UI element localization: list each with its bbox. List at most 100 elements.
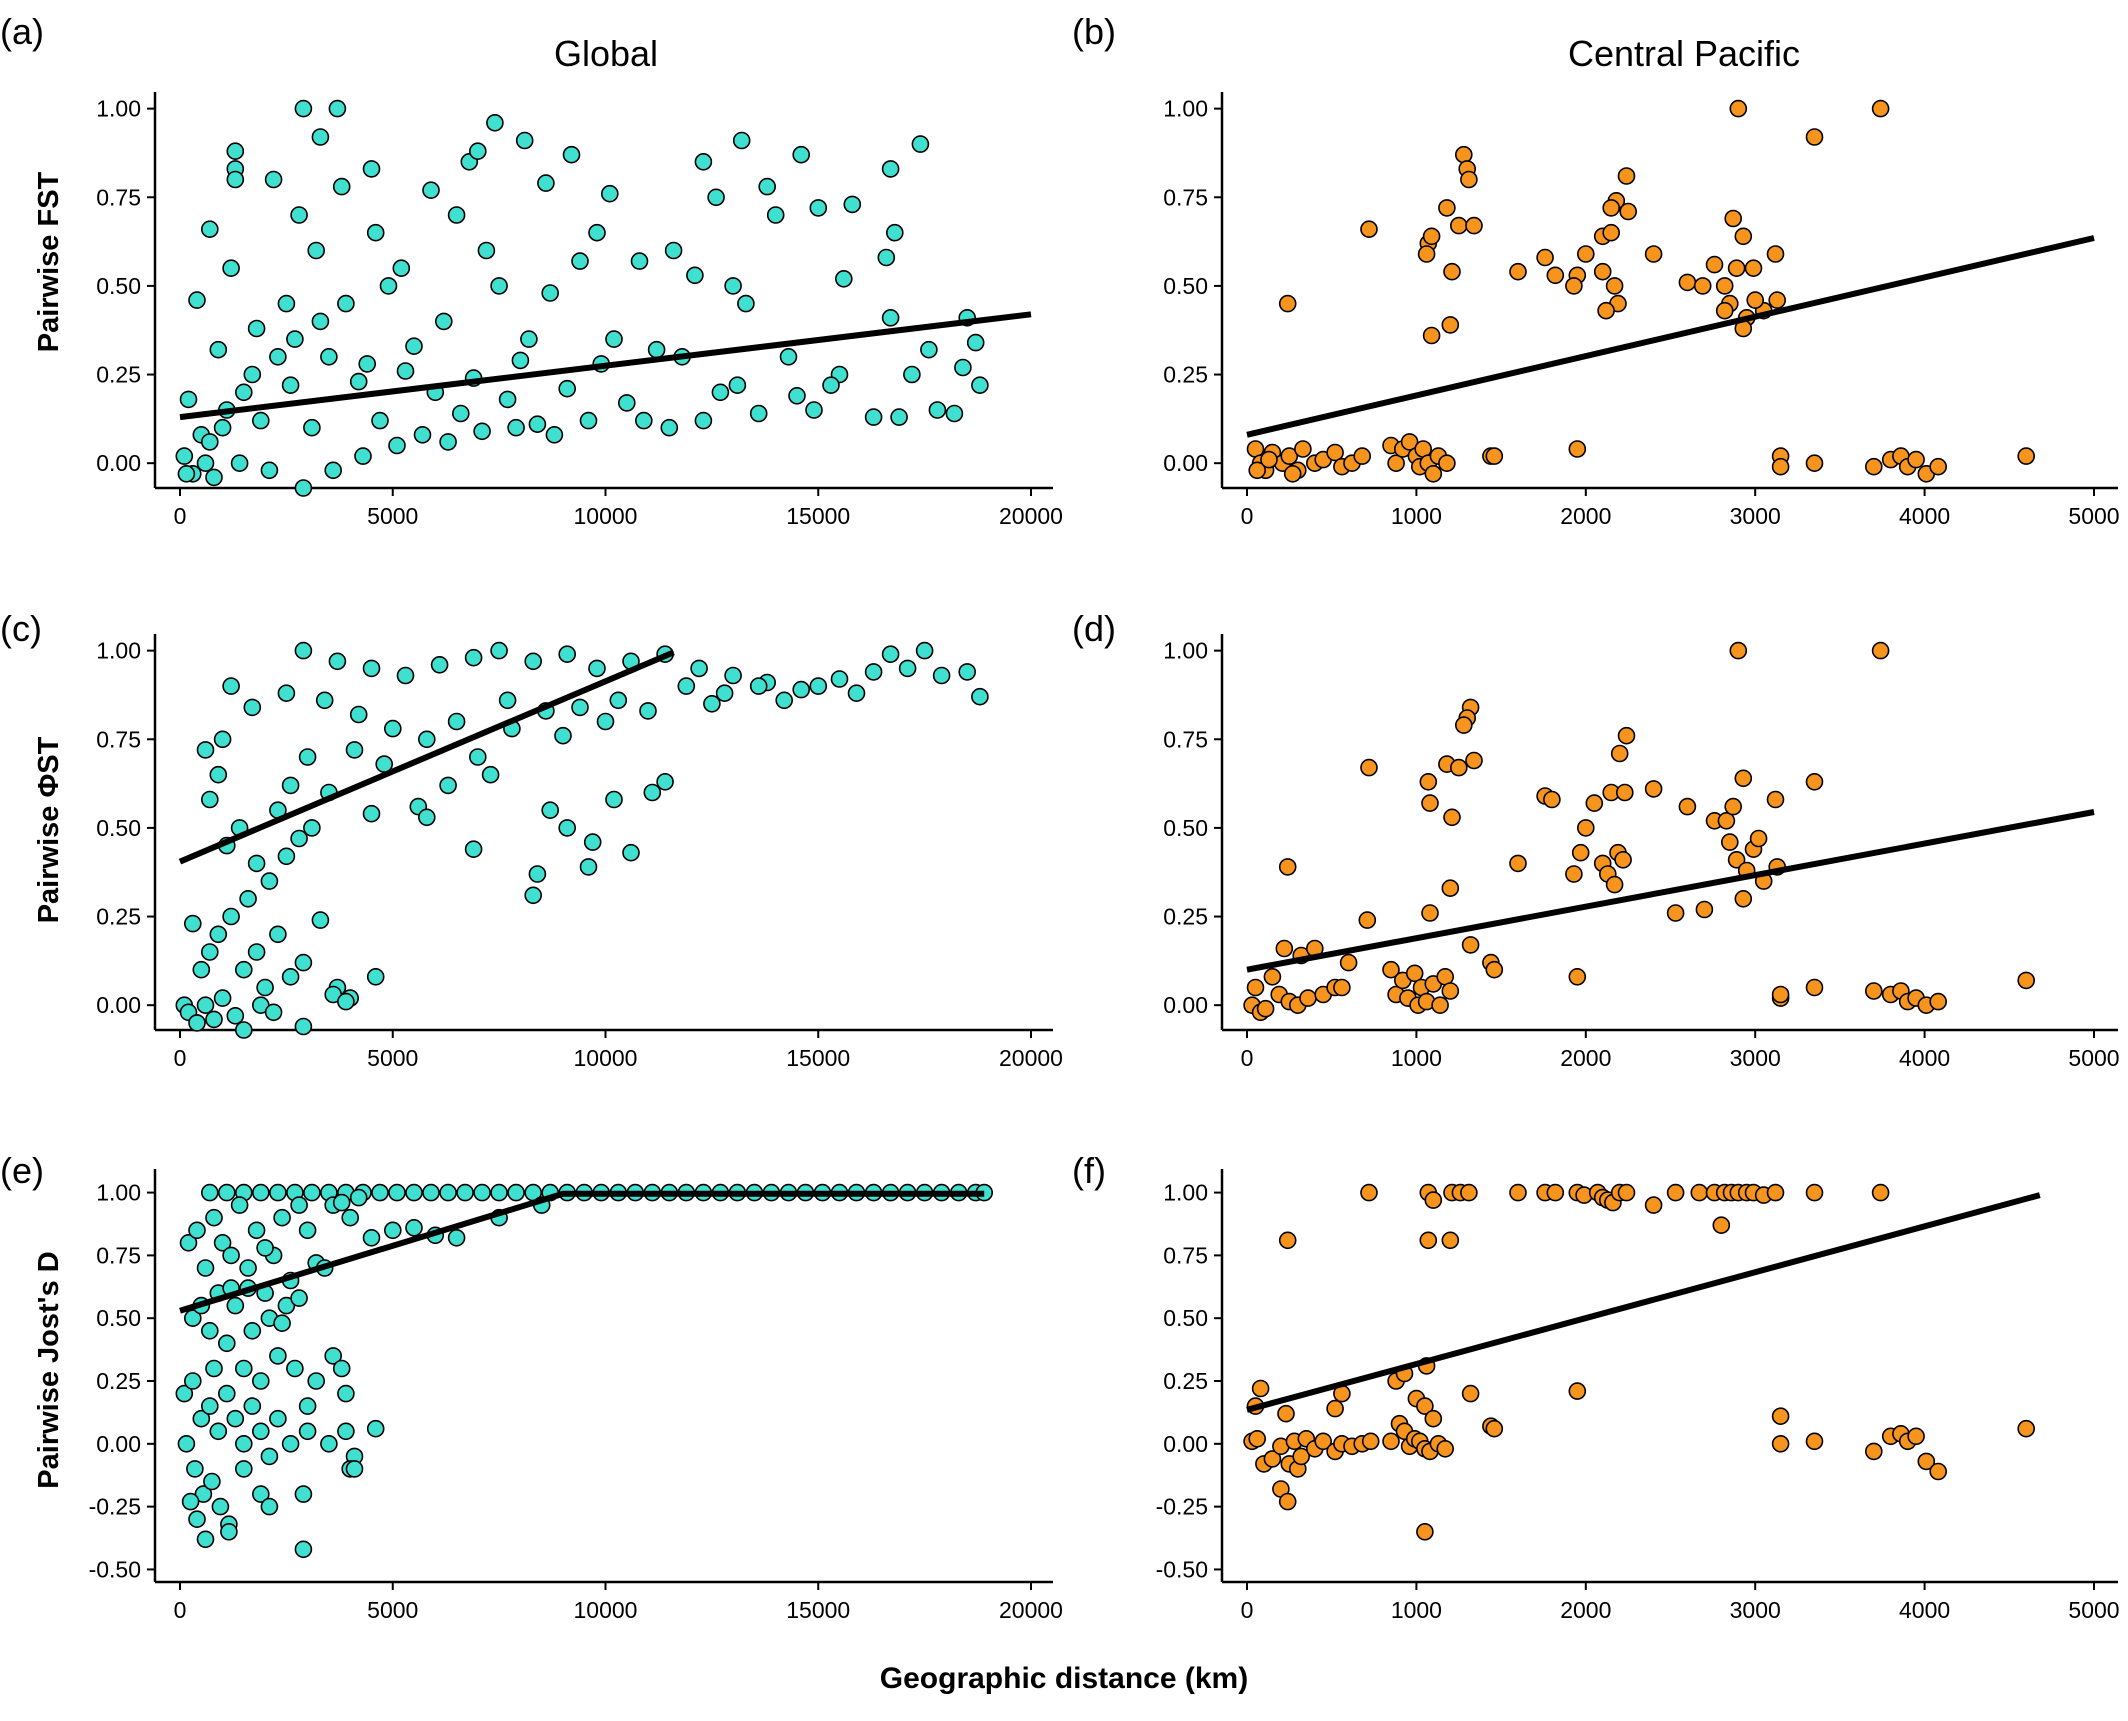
data-point [1248, 1430, 1266, 1448]
data-point [290, 1289, 308, 1307]
data-point [1485, 1419, 1504, 1438]
y-tick-label: 0.50 [1163, 815, 1208, 841]
x-tick-label: 5000 [2068, 503, 2119, 529]
data-point [703, 694, 721, 713]
data-point [290, 206, 308, 224]
x-tick-label: 10000 [574, 1597, 638, 1623]
data-point [1644, 1196, 1663, 1214]
data-point [196, 1259, 215, 1277]
data-point [311, 911, 330, 929]
data-point [1465, 216, 1483, 235]
scatter-series [1243, 641, 2035, 1022]
data-point [724, 277, 742, 295]
data-point [732, 131, 751, 150]
data-point [235, 1460, 253, 1478]
data-point [1724, 797, 1742, 816]
data-point [1275, 939, 1294, 958]
data-point [209, 340, 228, 359]
data-point [1771, 985, 1790, 1004]
data-point [920, 340, 938, 359]
data-point [205, 1010, 223, 1029]
data-point [447, 206, 466, 224]
data-point [179, 390, 198, 409]
data-point [660, 418, 679, 437]
data-point [881, 645, 900, 664]
data-point [277, 294, 296, 313]
data-point [247, 319, 266, 338]
data-point [205, 468, 223, 487]
x-tick-label: 4000 [1899, 1597, 1950, 1623]
data-point [1917, 1452, 1936, 1471]
data-point [656, 772, 674, 791]
data-point [179, 1234, 198, 1252]
x-tick-label: 10000 [574, 503, 638, 529]
panel-letter: (d) [1072, 608, 1116, 649]
data-point [256, 978, 274, 997]
data-point [711, 383, 730, 402]
data-point [694, 411, 713, 430]
data-point [315, 691, 334, 710]
data-point [473, 1183, 491, 1202]
data-point [562, 145, 581, 164]
data-point [177, 464, 196, 483]
x-tick-label: 5000 [2068, 1045, 2119, 1071]
data-point [481, 765, 500, 784]
data-point [898, 659, 917, 678]
data-point [345, 741, 364, 759]
data-point [792, 680, 811, 699]
data-point [281, 376, 300, 395]
data-point [294, 641, 313, 660]
data-point [226, 170, 245, 189]
data-point [201, 220, 219, 238]
data-point [220, 1523, 238, 1541]
data-point [1865, 982, 1883, 1000]
data-point [1617, 1183, 1636, 1202]
data-point [779, 347, 798, 366]
data-point [324, 461, 343, 480]
data-point [1805, 128, 1824, 146]
data-point [664, 241, 683, 260]
data-point [226, 1296, 245, 1315]
y-tick-label: 0.75 [1163, 1242, 1208, 1268]
data-point [201, 1322, 219, 1340]
y-tick-label: 0.50 [96, 273, 141, 299]
data-point [332, 1193, 351, 1212]
data-point [1536, 248, 1554, 267]
x-tick-label: 15000 [786, 1597, 850, 1623]
data-point [264, 1003, 283, 1022]
data-point [371, 411, 389, 430]
data-point [192, 1409, 211, 1428]
data-point [490, 277, 508, 295]
data-point [1929, 457, 1947, 476]
data-point [1593, 262, 1612, 281]
data-point [1441, 982, 1460, 1000]
x-tick-label: 20000 [999, 503, 1063, 529]
data-point [447, 712, 466, 731]
data-point [511, 351, 530, 370]
data-point [1727, 259, 1746, 278]
panel-letter: (e) [0, 1150, 44, 1191]
data-point [354, 447, 372, 465]
y-tick-label: 1.00 [1163, 1180, 1208, 1206]
data-point [524, 652, 543, 671]
data-point [966, 333, 985, 352]
data-point [1907, 1427, 1925, 1446]
data-point [362, 1229, 381, 1247]
y-tick-label: 0.00 [96, 992, 141, 1018]
data-point [1509, 262, 1527, 281]
data-point [303, 1183, 321, 1202]
x-tick-label: 4000 [1899, 1045, 1950, 1071]
x-axis-label: Geographic distance (km) [880, 1662, 1248, 1695]
data-point [349, 1188, 368, 1207]
data-point [337, 992, 355, 1011]
data-point [337, 1422, 355, 1441]
data-point [945, 404, 964, 423]
data-point [1360, 1183, 1378, 1202]
y-tick-label: 0.25 [96, 1368, 141, 1394]
data-point [413, 425, 432, 444]
column-title-global: Global [554, 33, 658, 74]
data-point [749, 404, 768, 423]
data-point [311, 128, 330, 146]
data-point [1441, 879, 1460, 898]
